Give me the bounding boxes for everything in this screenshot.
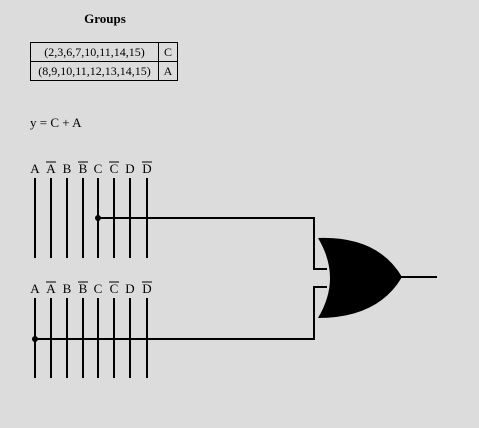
group-terms-cell: (2,3,6,7,10,11,14,15)	[30, 42, 159, 62]
junction-dot-a	[32, 336, 38, 342]
bottom-label-not-d: D	[142, 281, 151, 296]
groups-table: (2,3,6,7,10,11,14,15) C (8,9,10,11,12,13…	[30, 42, 178, 81]
top-label-not-a: A	[46, 161, 56, 176]
top-label-c: C	[94, 161, 103, 176]
groups-title: Groups	[84, 11, 126, 26]
top-label-not-c: C	[110, 161, 119, 176]
wire-a-to-gate	[35, 286, 327, 340]
table-row: (2,3,6,7,10,11,14,15) C	[30, 42, 178, 62]
bottom-label-a: A	[30, 281, 40, 296]
group-variable-cell: C	[158, 42, 178, 62]
wires	[35, 217, 437, 340]
top-label-d: D	[125, 161, 134, 176]
top-label-b: B	[63, 161, 72, 176]
wire-c-to-gate	[98, 217, 327, 270]
bottom-label-b: B	[63, 281, 72, 296]
top-label-not-b: B	[79, 161, 88, 176]
top-label-not-d: D	[142, 161, 151, 176]
bottom-label-not-b: B	[79, 281, 88, 296]
or-gate	[318, 237, 402, 318]
top-label-a: A	[30, 161, 40, 176]
bottom-label-d: D	[125, 281, 134, 296]
bottom-label-c: C	[94, 281, 103, 296]
group-terms-cell: (8,9,10,11,12,13,14,15)	[30, 61, 159, 81]
bottom-label-not-c: C	[110, 281, 119, 296]
bottom-label-not-a: A	[46, 281, 56, 296]
junction-dot-c	[95, 215, 101, 221]
group-variable-cell: A	[158, 61, 178, 81]
boolean-expression: y = C + A	[30, 115, 82, 130]
table-row: (8,9,10,11,12,13,14,15) A	[30, 61, 178, 81]
input-rails	[34, 178, 148, 378]
